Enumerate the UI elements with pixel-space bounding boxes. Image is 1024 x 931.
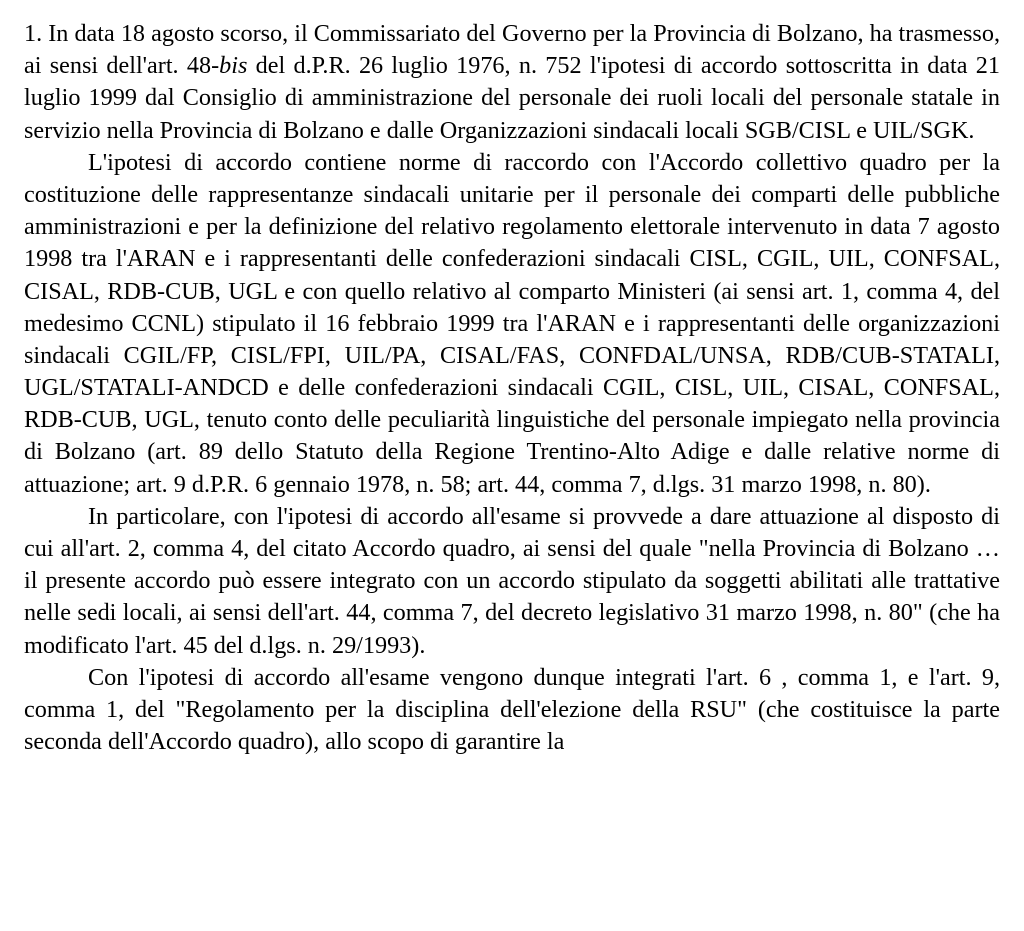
text-segment: In particolare, con l'ipotesi di accordo… bbox=[24, 503, 1000, 659]
paragraph-1: 1. In data 18 agosto scorso, il Commissa… bbox=[24, 18, 1000, 147]
paragraph-3: In particolare, con l'ipotesi di accordo… bbox=[24, 501, 1000, 662]
document-body: 1. In data 18 agosto scorso, il Commissa… bbox=[24, 18, 1000, 758]
text-segment: L'ipotesi di accordo contiene norme di r… bbox=[24, 149, 1000, 498]
text-segment-italic: bis bbox=[219, 52, 247, 79]
text-segment: Con l'ipotesi di accordo all'esame vengo… bbox=[24, 664, 1000, 755]
paragraph-2: L'ipotesi di accordo contiene norme di r… bbox=[24, 147, 1000, 501]
paragraph-4: Con l'ipotesi di accordo all'esame vengo… bbox=[24, 662, 1000, 759]
